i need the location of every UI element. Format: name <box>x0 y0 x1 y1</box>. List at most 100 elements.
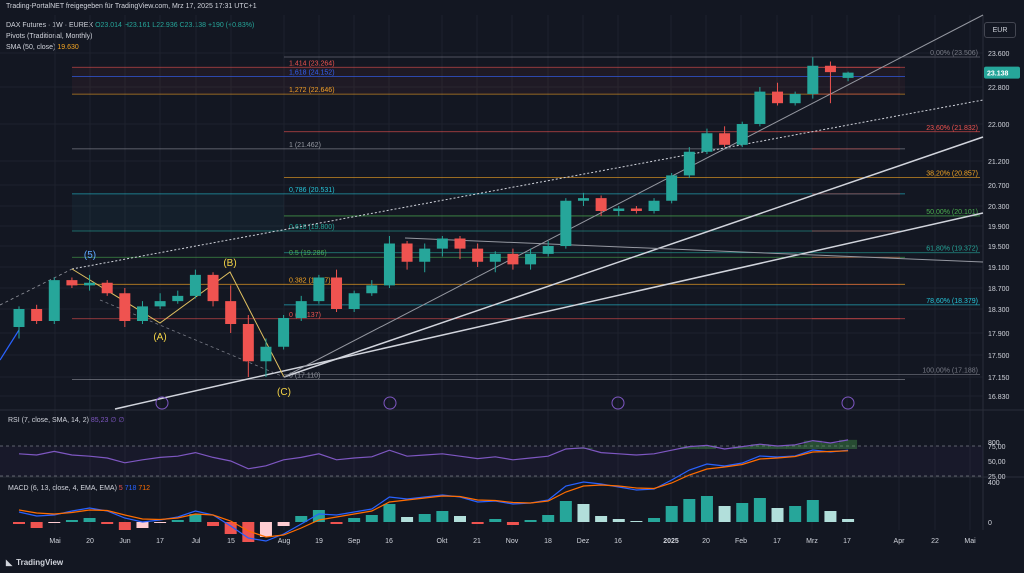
time-tick-label: 19 <box>315 538 323 545</box>
sma-label: SMA (50, close) <box>6 44 56 51</box>
candle-body <box>754 91 766 124</box>
rsi-overbought-fill <box>768 446 787 449</box>
candle-body <box>278 318 290 347</box>
candle-body <box>542 246 554 254</box>
symbol-name[interactable]: DAX Futures · 1W · EUREX <box>6 22 94 29</box>
time-tick-label: 16 <box>385 538 393 545</box>
price-tick-label: 19.500 <box>988 244 1010 251</box>
macd-histogram-bar <box>383 504 396 522</box>
candle-body <box>807 65 819 94</box>
macd-histogram-bar <box>277 522 290 526</box>
rsi-overbought-fill <box>803 440 822 449</box>
candle-body <box>648 200 660 211</box>
trendline-middle <box>283 136 984 378</box>
fib-level-label: 1.414 (23.264) <box>289 60 335 67</box>
time-tick-label: 2025 <box>663 538 679 545</box>
candle-body <box>842 72 854 78</box>
time-tick-label: Mai <box>49 538 61 545</box>
time-tick-label: 18 <box>544 538 552 545</box>
price-tick-label: 18.300 <box>988 307 1010 314</box>
wave-label: (A) <box>153 332 166 343</box>
pivots-label[interactable]: Pivots (Traditional, Monthly) <box>6 33 93 40</box>
time-tick-label: 15 <box>227 538 235 545</box>
price-tick-label: 22.800 <box>988 85 1010 92</box>
candle-body <box>313 277 325 302</box>
macd-histogram-bar <box>454 516 466 522</box>
rsi-overbought-fill <box>697 445 716 449</box>
fib-level-label: 100,00% (17.188) <box>922 368 978 375</box>
resistance-line <box>404 237 984 263</box>
time-axis[interactable]: Mai 20 Jun 17 Jul 15 Aug 19 Sep 16 Okt 21 Nov 18 Dez 16… <box>49 538 976 545</box>
rsi-overbought-fill <box>733 446 752 449</box>
price-tick-label: 16.830 <box>988 394 1010 401</box>
rsi-overbought-fill <box>821 443 840 449</box>
macd-histogram-bar <box>718 506 731 522</box>
time-tick-label: Okt <box>437 538 448 545</box>
price-tick-label: 17.900 <box>988 331 1010 338</box>
candle-body <box>31 309 43 321</box>
time-tick-label: 17 <box>156 538 164 545</box>
rsi-band <box>0 446 983 476</box>
macd-histogram-bar <box>542 515 555 522</box>
price-tick-label: 20.700 <box>988 183 1010 190</box>
candle-body <box>101 282 113 294</box>
price-tick-label: 19.900 <box>988 224 1010 231</box>
event-icon <box>155 396 169 410</box>
share-title: Trading-PortalNET freigegeben für Tradin… <box>6 3 257 10</box>
price-tick-label: 17.500 <box>988 353 1010 360</box>
time-tick-label: Jun <box>119 538 130 545</box>
macd-histogram-bar <box>842 519 855 522</box>
fib-zone <box>72 193 284 231</box>
tradingview-icon: ◣ <box>6 558 13 567</box>
macd-histogram-bar <box>189 514 202 522</box>
rsi-label[interactable]: RSI (7, close, SMA, 14, 2) 85,23 ∅ ∅ <box>8 417 125 424</box>
macd-histogram-bar <box>489 519 502 522</box>
macd-histogram-bar <box>30 522 43 528</box>
wave-label: (5) <box>84 250 96 261</box>
event-icon <box>383 396 397 410</box>
wave-line <box>0 268 73 306</box>
rsi-tick-label: 50,00 <box>988 459 1006 466</box>
macd-histogram-bar <box>559 501 572 522</box>
macd-line <box>18 449 849 542</box>
fib-level-label: 0 (17.110) <box>289 372 320 379</box>
macd-histogram-bar <box>665 506 678 522</box>
time-tick-label: 22 <box>931 538 939 545</box>
rsi-pane: 75,00 50,00 25,00 <box>0 439 1006 481</box>
candle-body <box>260 346 272 362</box>
candles <box>13 57 854 377</box>
sma-line[interactable]: SMA (50, close) 19.630 <box>6 44 79 51</box>
macd-tick-label: 0 <box>988 520 992 527</box>
tradingview-logo[interactable]: ◣ TradingView <box>6 558 63 567</box>
ohlc-values: O23.014 H23.161 L22.936 C23.138 +190 (+0… <box>95 22 255 29</box>
last-price-tag <box>984 66 1020 79</box>
macd-histogram-bar <box>771 508 784 522</box>
macd-label[interactable]: MACD (6, 13, close, 4, EMA, EMA) 5 718 7… <box>8 485 151 492</box>
candle-body <box>489 253 501 262</box>
macd-histogram-bar <box>242 522 255 542</box>
macd-histogram-bar <box>824 511 837 522</box>
time-tick-label: Dez <box>577 538 590 545</box>
macd-value-2: 718 <box>124 485 137 492</box>
fib-level-label: 38,20% (20.857) <box>926 170 978 177</box>
macd-histogram-bar <box>524 520 537 522</box>
macd-histogram-bar <box>365 515 378 522</box>
currency-button[interactable]: EUR <box>984 22 1016 38</box>
candle-body <box>736 124 748 145</box>
macd-histogram-bar <box>259 522 272 537</box>
time-tick-label: 17 <box>843 538 851 545</box>
candle-body <box>436 238 448 249</box>
sma-value: 19.630 <box>57 44 79 51</box>
macd-histogram-bar <box>154 522 167 523</box>
price-axis[interactable]: 23.600 22.800 22.000 21.200 20.700 20.300 19.9… <box>984 51 1020 401</box>
event-icon <box>841 396 855 410</box>
fib-level-label: 50,00% (20.101) <box>926 209 978 216</box>
candle-body <box>577 198 589 201</box>
symbol-line: DAX Futures · 1W · EUREX O23.014 H23.161… <box>6 22 254 29</box>
rsi-overbought-fill <box>680 446 699 449</box>
fib-level-label: 1 (21.462) <box>289 142 321 149</box>
fib-level-label: 0.5 (19.286) <box>289 250 327 257</box>
rsi-overbought-fill <box>750 444 769 449</box>
